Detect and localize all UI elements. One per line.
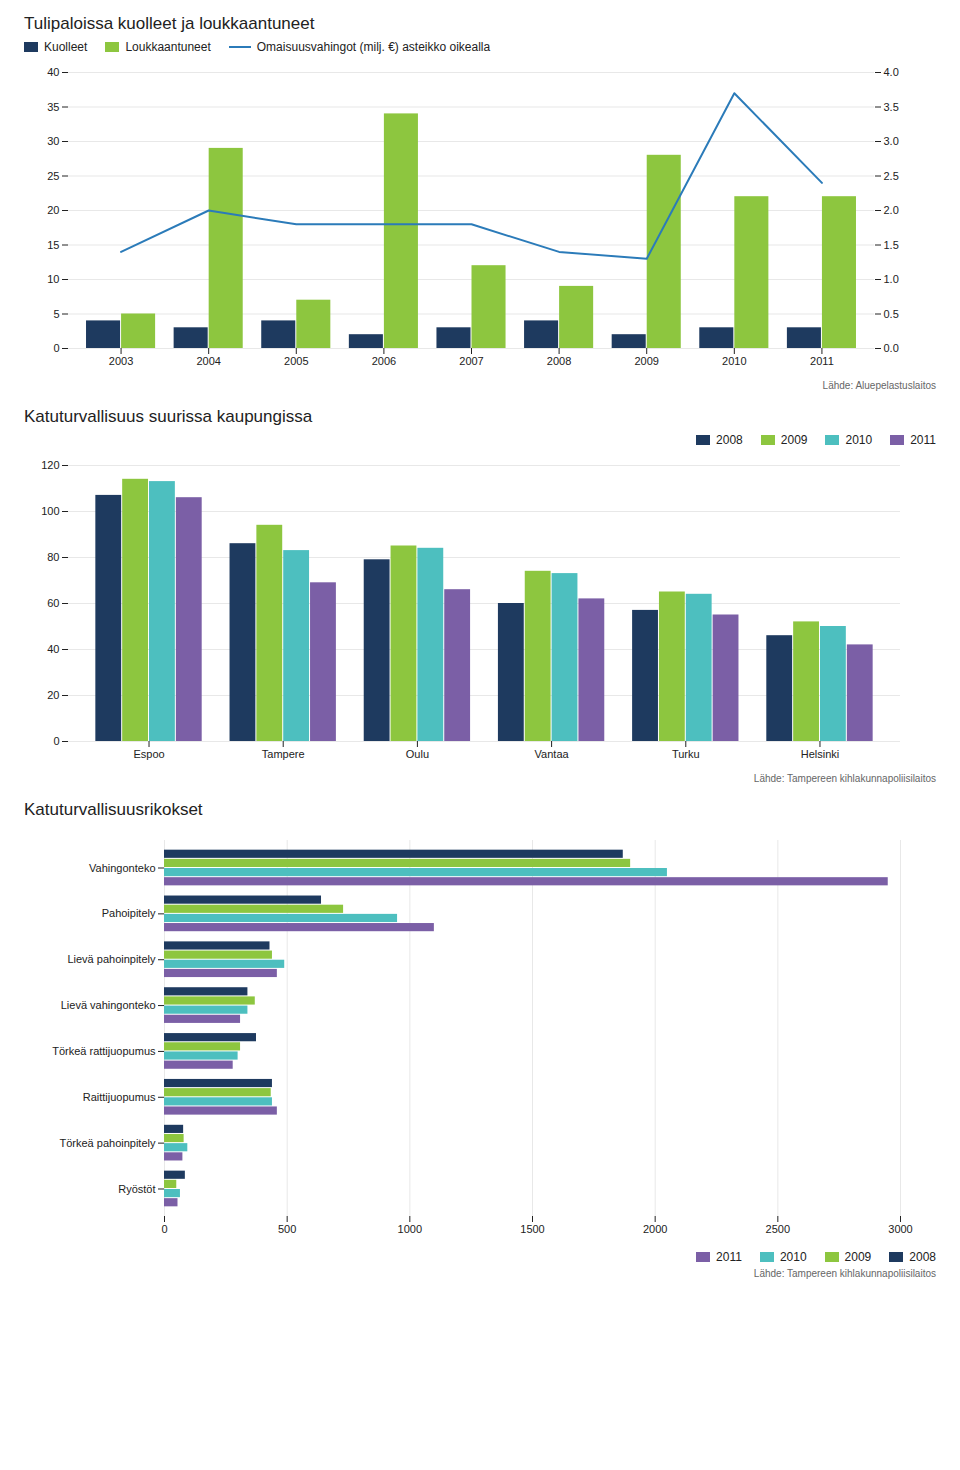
svg-text:Turku: Turku bbox=[672, 748, 700, 760]
svg-text:35: 35 bbox=[47, 101, 59, 113]
svg-text:15: 15 bbox=[47, 239, 59, 251]
svg-text:Vahingonteko: Vahingonteko bbox=[89, 862, 155, 874]
svg-text:80: 80 bbox=[47, 551, 59, 563]
svg-text:3000: 3000 bbox=[888, 1223, 912, 1235]
svg-text:Espoo: Espoo bbox=[133, 748, 164, 760]
svg-text:25: 25 bbox=[47, 170, 59, 182]
svg-text:Pahoipitely: Pahoipitely bbox=[102, 907, 156, 919]
html-text:2010: 2010 bbox=[779, 1250, 807, 1264]
svg-text:0: 0 bbox=[53, 735, 59, 747]
svg-text:Törkeä pahoinpitely: Törkeä pahoinpitely bbox=[59, 1137, 156, 1149]
svg-text:2.0: 2.0 bbox=[884, 204, 899, 216]
svg-text:2003: 2003 bbox=[109, 355, 133, 367]
html-text:Tulipaloissa kuolleet ja loukk: Tulipaloissa kuolleet ja loukkaantuneet bbox=[24, 14, 315, 33]
svg-text:0: 0 bbox=[53, 342, 59, 354]
svg-text:0: 0 bbox=[161, 1223, 167, 1235]
svg-text:1.0: 1.0 bbox=[884, 273, 899, 285]
svg-text:20: 20 bbox=[47, 689, 59, 701]
svg-text:2010: 2010 bbox=[722, 355, 746, 367]
svg-text:3.0: 3.0 bbox=[884, 135, 899, 147]
svg-text:1500: 1500 bbox=[520, 1223, 544, 1235]
html-text:2011: 2011 bbox=[910, 433, 936, 447]
html-text:Lähde: Tampereen kihlakunnapol: Lähde: Tampereen kihlakunnapoliisilaitos bbox=[753, 773, 936, 784]
html-text:2009: 2009 bbox=[780, 433, 808, 447]
svg-text:40: 40 bbox=[47, 66, 59, 78]
svg-text:2005: 2005 bbox=[284, 355, 308, 367]
svg-text:2008: 2008 bbox=[547, 355, 571, 367]
svg-text:2007: 2007 bbox=[459, 355, 483, 367]
html-text:Kuolleet: Kuolleet bbox=[44, 40, 88, 54]
svg-text:2009: 2009 bbox=[634, 355, 658, 367]
svg-text:Helsinki: Helsinki bbox=[801, 748, 840, 760]
html-text:Lähde: Tampereen kihlakunnapol: Lähde: Tampereen kihlakunnapoliisilaitos bbox=[753, 1268, 936, 1279]
html-text:Katuturvallisuus suurissa kaup: Katuturvallisuus suurissa kaupungissa bbox=[24, 407, 313, 426]
svg-text:Raittijuopumus: Raittijuopumus bbox=[83, 1091, 156, 1103]
svg-text:Lievä vahingonteko: Lievä vahingonteko bbox=[61, 999, 156, 1011]
svg-text:0.5: 0.5 bbox=[884, 308, 899, 320]
svg-text:Törkeä rattijuopumus: Törkeä rattijuopumus bbox=[52, 1045, 156, 1057]
svg-text:2000: 2000 bbox=[643, 1223, 667, 1235]
svg-text:2004: 2004 bbox=[196, 355, 220, 367]
svg-text:Oulu: Oulu bbox=[406, 748, 429, 760]
svg-text:40: 40 bbox=[47, 643, 59, 655]
html-text:2009: 2009 bbox=[844, 1250, 872, 1264]
svg-text:5: 5 bbox=[53, 308, 59, 320]
svg-text:3.5: 3.5 bbox=[884, 101, 899, 113]
svg-text:Ryöstöt: Ryöstöt bbox=[118, 1183, 155, 1195]
svg-text:1000: 1000 bbox=[398, 1223, 422, 1235]
svg-text:0.0: 0.0 bbox=[884, 342, 899, 354]
html-text:Katuturvallisuusrikokset: Katuturvallisuusrikokset bbox=[24, 800, 203, 819]
svg-text:Lievä pahoinpitely: Lievä pahoinpitely bbox=[67, 953, 156, 965]
html-text:2010: 2010 bbox=[845, 433, 873, 447]
html-text:2008: 2008 bbox=[909, 1250, 936, 1264]
svg-text:2006: 2006 bbox=[372, 355, 396, 367]
svg-text:30: 30 bbox=[47, 135, 59, 147]
svg-text:500: 500 bbox=[278, 1223, 296, 1235]
html-text:Loukkaantuneet: Loukkaantuneet bbox=[125, 40, 211, 54]
html-text:Lähde: Aluepelastuslaitos: Lähde: Aluepelastuslaitos bbox=[822, 380, 936, 391]
svg-text:Vantaa: Vantaa bbox=[535, 748, 570, 760]
svg-text:4.0: 4.0 bbox=[884, 66, 899, 78]
svg-text:Tampere: Tampere bbox=[262, 748, 305, 760]
svg-text:20: 20 bbox=[47, 204, 59, 216]
svg-text:2500: 2500 bbox=[766, 1223, 790, 1235]
svg-text:120: 120 bbox=[41, 459, 59, 471]
html-text:2008: 2008 bbox=[716, 433, 743, 447]
svg-text:10: 10 bbox=[47, 273, 59, 285]
svg-text:2.5: 2.5 bbox=[884, 170, 899, 182]
svg-text:1.5: 1.5 bbox=[884, 239, 899, 251]
html-text:2011: 2011 bbox=[716, 1250, 742, 1264]
svg-text:100: 100 bbox=[41, 505, 59, 517]
svg-text:2011: 2011 bbox=[810, 355, 834, 367]
svg-text:60: 60 bbox=[47, 597, 59, 609]
html-text:Omaisuusvahingot (milj. €) ast: Omaisuusvahingot (milj. €) asteikko oike… bbox=[256, 40, 491, 54]
